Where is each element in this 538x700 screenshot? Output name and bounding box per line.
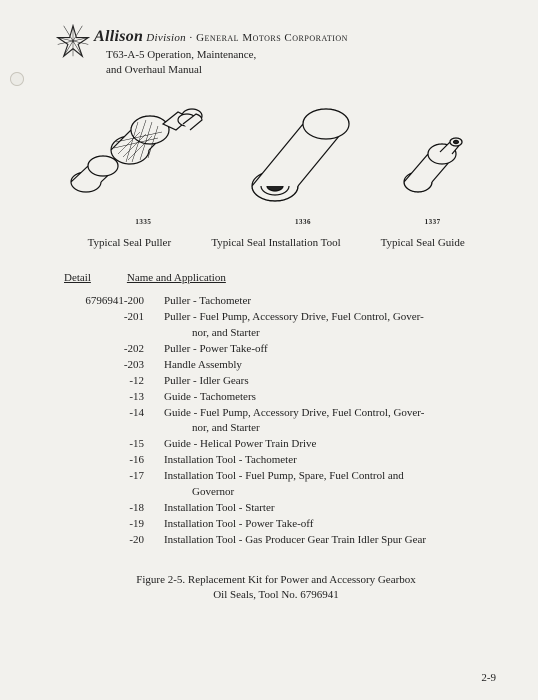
part-description: Guide - Fuel Pump, Accessory Drive, Fuel… <box>164 406 496 422</box>
part-number: -20 <box>56 533 164 549</box>
part-description: Guide - Tachometers <box>164 390 496 406</box>
parts-row: -20Installation Tool - Gas Producer Gear… <box>56 533 496 549</box>
parts-row: -203Handle Assembly <box>56 358 496 374</box>
parts-row: -18Installation Tool - Starter <box>56 501 496 517</box>
part-description: Installation Tool - Fuel Pump, Spare, Fu… <box>164 469 496 485</box>
parts-row-cont: Governor <box>56 485 496 501</box>
part-number-blank <box>56 326 164 342</box>
part-number: -14 <box>56 406 164 422</box>
parts-row-cont: nor, and Starter <box>56 421 496 437</box>
figure-caption: Figure 2-5. Replacement Kit for Power an… <box>56 573 496 604</box>
parts-row: -15Guide - Helical Power Train Drive <box>56 437 496 453</box>
bullet: · <box>189 32 193 44</box>
part-number: -12 <box>56 374 164 390</box>
brand-division: Division <box>146 32 186 44</box>
part-number: -202 <box>56 342 164 358</box>
part-description: Guide - Helical Power Train Drive <box>164 437 496 453</box>
page-number: 2-9 <box>481 672 496 684</box>
tool-installation: 1336 <box>243 104 363 226</box>
tool-label-1: Typical Seal Puller <box>56 236 203 250</box>
part-description-cont: Governor <box>164 485 496 501</box>
part-number: -19 <box>56 517 164 533</box>
parts-row: -13Guide - Tachometers <box>56 390 496 406</box>
col-header-name: Name and Application <box>127 272 226 284</box>
parts-row: -201Puller - Fuel Pump, Accessory Drive,… <box>56 310 496 326</box>
part-description: Puller - Power Take-off <box>164 342 496 358</box>
part-description: Puller - Idler Gears <box>164 374 496 390</box>
allison-star-logo <box>56 24 90 58</box>
parts-row: 6796941-200Puller - Tachometer <box>56 294 496 310</box>
figure-number-2: 1336 <box>295 218 311 226</box>
part-number: -203 <box>56 358 164 374</box>
part-number: -17 <box>56 469 164 485</box>
part-description: Handle Assembly <box>164 358 496 374</box>
parts-row: -12Puller - Idler Gears <box>56 374 496 390</box>
part-description: Installation Tool - Gas Producer Gear Tr… <box>164 533 496 549</box>
part-description-cont: nor, and Starter <box>164 326 496 342</box>
figure-number-1: 1335 <box>135 218 151 226</box>
part-description: Installation Tool - Starter <box>164 501 496 517</box>
caption-line-2: Oil Seals, Tool No. 6796941 <box>56 588 496 603</box>
part-number: -18 <box>56 501 164 517</box>
parts-row-cont: nor, and Starter <box>56 326 496 342</box>
col-header-detail: Detail <box>64 272 91 284</box>
part-description: Installation Tool - Power Take-off <box>164 517 496 533</box>
tool-label-2: Typical Seal Installation Tool <box>203 236 350 250</box>
part-description: Puller - Fuel Pump, Accessory Drive, Fue… <box>164 310 496 326</box>
part-number-blank <box>56 421 164 437</box>
brand-name: Allison <box>94 28 143 45</box>
parts-row: -19Installation Tool - Power Take-off <box>56 517 496 533</box>
part-description-cont: nor, and Starter <box>164 421 496 437</box>
brand-line: Allison Division · General Motors Corpor… <box>94 28 348 46</box>
manual-title: T63-A-5 Operation, Maintenance, and Over… <box>106 48 348 78</box>
part-number-blank <box>56 485 164 501</box>
subtitle-line-2: and Overhaul Manual <box>106 63 348 78</box>
part-description: Installation Tool - Tachometer <box>164 453 496 469</box>
parts-row: -202Puller - Power Take-off <box>56 342 496 358</box>
part-number: -201 <box>56 310 164 326</box>
binder-hole <box>10 72 24 86</box>
part-number: 6796941-200 <box>56 294 164 310</box>
seal-guide-drawing <box>388 104 478 214</box>
seal-puller-drawing <box>68 104 218 214</box>
tool-seal-guide: 1337 <box>388 104 478 226</box>
part-number: -16 <box>56 453 164 469</box>
parts-row: -17Installation Tool - Fuel Pump, Spare,… <box>56 469 496 485</box>
part-number: -13 <box>56 390 164 406</box>
tool-seal-puller: 1335 <box>68 104 218 226</box>
tool-label-3: Typical Seal Guide <box>349 236 496 250</box>
parts-row: -14Guide - Fuel Pump, Accessory Drive, F… <box>56 406 496 422</box>
subtitle-line-1: T63-A-5 Operation, Maintenance, <box>106 48 348 63</box>
figure-illustration: 1335 1336 <box>56 96 496 250</box>
figure-number-3: 1337 <box>425 218 441 226</box>
table-header-row: Detail Name and Application <box>56 272 496 284</box>
installation-tool-drawing <box>243 104 363 214</box>
page-header: Allison Division · General Motors Corpor… <box>56 28 496 78</box>
part-description: Puller - Tachometer <box>164 294 496 310</box>
part-number: -15 <box>56 437 164 453</box>
brand-corp: General Motors Corporation <box>196 32 348 44</box>
caption-line-1: Figure 2-5. Replacement Kit for Power an… <box>56 573 496 588</box>
parts-row: -16Installation Tool - Tachometer <box>56 453 496 469</box>
parts-table: 6796941-200Puller - Tachometer-201Puller… <box>56 294 496 549</box>
